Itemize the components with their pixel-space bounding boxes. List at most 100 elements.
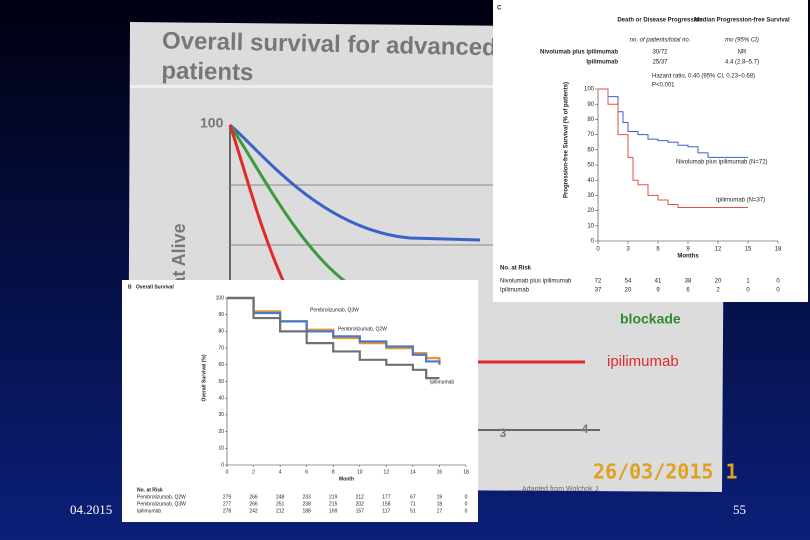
risk-value: 188 bbox=[302, 508, 311, 514]
x-tick-label: 12 bbox=[384, 469, 390, 475]
x-tick-label: 8 bbox=[332, 469, 335, 475]
y-tick-label: 60 bbox=[587, 147, 594, 153]
y-tick-label: 80 bbox=[218, 329, 224, 335]
table-cell: 4.4 (2.8–5.7) bbox=[725, 60, 759, 66]
risk-value: 215 bbox=[329, 501, 338, 507]
page-number: 55 bbox=[733, 502, 746, 517]
series-label: Pembrolizumab, Q3W bbox=[310, 307, 359, 313]
risk-title: No. at Risk bbox=[500, 266, 532, 272]
table-cell: 30/72 bbox=[652, 50, 668, 56]
risk-value: 238 bbox=[302, 501, 311, 507]
y-tick-label: 10 bbox=[587, 223, 594, 229]
table-subheader: mo (95% CI) bbox=[725, 38, 759, 44]
risk-value: 1 bbox=[746, 279, 750, 285]
y-tick-label: 40 bbox=[587, 178, 594, 184]
panel-label: C bbox=[497, 6, 502, 12]
risk-row-name: Pembrolizumab, Q3W bbox=[137, 501, 186, 507]
photo-series-label: blockade bbox=[620, 311, 681, 327]
y-axis-label: Overall Survival (%) bbox=[201, 354, 207, 401]
series-label: Ipilimumab (N=37) bbox=[716, 198, 765, 204]
y-tick-label: 60 bbox=[218, 362, 224, 368]
risk-value: 37 bbox=[595, 288, 602, 294]
y-tick-label: 90 bbox=[587, 102, 594, 108]
x-axis-label: Month bbox=[339, 476, 354, 482]
x-tick-label: 18 bbox=[463, 469, 469, 475]
table-cell: 25/37 bbox=[652, 60, 668, 66]
photo-y-tick: 100 bbox=[200, 115, 224, 131]
panel-c bbox=[493, 0, 808, 302]
risk-value: 17 bbox=[437, 508, 443, 514]
y-tick-label: 50 bbox=[218, 379, 224, 385]
risk-value: 51 bbox=[410, 508, 416, 514]
risk-row-name: Pembrolizumab, Q2W bbox=[137, 494, 186, 500]
risk-value: 266 bbox=[249, 494, 258, 500]
panel-label: B bbox=[128, 284, 132, 290]
risk-value: 202 bbox=[356, 501, 365, 507]
table-cell: NR bbox=[738, 50, 747, 56]
footer-date: 04.2015 bbox=[70, 502, 112, 517]
risk-value: 2 bbox=[716, 288, 720, 294]
x-tick-label: 9 bbox=[686, 247, 690, 253]
x-tick-label: 15 bbox=[745, 247, 752, 253]
x-tick-label: 0 bbox=[226, 469, 229, 475]
risk-value: 71 bbox=[410, 501, 416, 507]
table-header: Median Progression-free Survival bbox=[694, 18, 790, 24]
x-tick-label: 6 bbox=[656, 247, 660, 253]
photo-series-label: ipilimumab bbox=[607, 353, 679, 370]
table-subheader: no. of patients/total no. bbox=[630, 38, 691, 44]
series-label: Nivolumab plus ipilimumab (N=72) bbox=[676, 160, 768, 166]
risk-value: 279 bbox=[223, 494, 232, 500]
risk-value: 248 bbox=[276, 494, 285, 500]
x-tick-label: 3 bbox=[626, 247, 630, 253]
y-tick-label: 90 bbox=[218, 312, 224, 318]
risk-value: 54 bbox=[625, 279, 632, 285]
risk-value: 242 bbox=[249, 508, 258, 514]
risk-value: 19 bbox=[437, 494, 443, 500]
survival-curve bbox=[598, 88, 748, 158]
y-tick-label: 100 bbox=[584, 87, 595, 93]
series-label: Pembrolizumab, Q2W bbox=[338, 326, 387, 332]
x-tick-label: 4 bbox=[279, 469, 282, 475]
risk-value: 0 bbox=[465, 494, 468, 500]
survival-curve bbox=[227, 296, 441, 365]
y-tick-label: 40 bbox=[218, 396, 224, 402]
risk-value: 266 bbox=[249, 501, 258, 507]
risk-value: 20 bbox=[625, 288, 632, 294]
y-tick-label: 0 bbox=[221, 462, 224, 468]
photo-source: Adapted from Wolchok J. bbox=[522, 486, 600, 493]
risk-value: 158 bbox=[382, 501, 391, 507]
risk-value: 67 bbox=[410, 494, 416, 500]
table-note: P<0.001 bbox=[652, 83, 675, 89]
survival-curve bbox=[227, 296, 440, 380]
x-tick-label: 6 bbox=[305, 469, 308, 475]
photo-date: 26/03/2015 1 bbox=[593, 460, 738, 484]
y-tick-label: 80 bbox=[587, 117, 594, 123]
table-row-name: Nivolumab plus ipilimumab bbox=[540, 50, 618, 56]
survival-curve bbox=[598, 88, 748, 209]
panel-title: Overall Survival bbox=[136, 284, 174, 290]
risk-value: 212 bbox=[356, 494, 365, 500]
risk-title: No. at Risk bbox=[137, 487, 163, 493]
risk-value: 18 bbox=[437, 501, 443, 507]
risk-value: 0 bbox=[465, 508, 468, 514]
risk-value: 177 bbox=[382, 494, 391, 500]
photo-title: patients bbox=[161, 57, 254, 86]
risk-value: 0 bbox=[776, 288, 780, 294]
x-tick-label: 16 bbox=[437, 469, 443, 475]
y-tick-label: 30 bbox=[218, 412, 224, 418]
table-note: Hazard ratio, 0.40 (95% CI, 0.23–0.68) bbox=[652, 74, 755, 80]
y-tick-label: 100 bbox=[216, 295, 225, 301]
table-row-name: Ipilimumab bbox=[586, 60, 618, 66]
x-tick-label: 0 bbox=[596, 247, 600, 253]
y-tick-label: 20 bbox=[218, 429, 224, 435]
x-tick-label: 18 bbox=[775, 247, 782, 253]
photo-x-tick: 3 bbox=[500, 426, 507, 440]
risk-value: 219 bbox=[329, 494, 338, 500]
x-tick-label: 12 bbox=[715, 247, 722, 253]
y-tick-label: 20 bbox=[587, 208, 594, 214]
risk-value: 233 bbox=[302, 494, 311, 500]
risk-value: 278 bbox=[223, 508, 232, 514]
series-label: Ipilimumab bbox=[430, 379, 454, 385]
risk-value: 72 bbox=[595, 279, 602, 285]
